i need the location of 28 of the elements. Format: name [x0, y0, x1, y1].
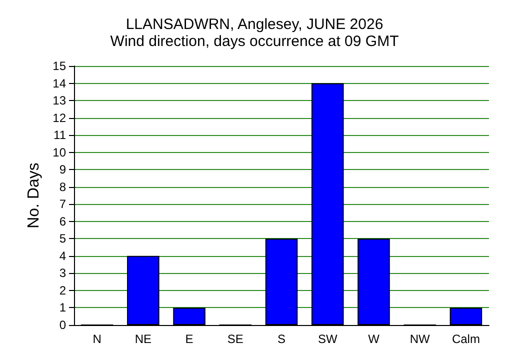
x-tick-label: S: [277, 332, 286, 346]
chart-title: LLANSADWRN, Anglesey, JUNE 2026: [126, 16, 384, 33]
y-tick-label: 5: [59, 232, 66, 246]
y-tick-label: 12: [52, 110, 66, 125]
x-tick-label: SW: [318, 332, 338, 346]
y-tick-label: 10: [52, 145, 66, 160]
x-tick-label: E: [185, 332, 194, 346]
y-tick-label: 7: [59, 197, 66, 212]
y-tick-label: 6: [59, 214, 66, 228]
y-tick-label: 4: [59, 248, 66, 263]
x-tick-label: NE: [134, 332, 152, 346]
x-tick-label: Calm: [452, 332, 480, 346]
y-tick-label: 11: [54, 128, 66, 142]
y-tick-label: 9: [59, 162, 66, 177]
y-tick-label: 2: [59, 283, 66, 298]
y-tick-label: 3: [59, 266, 66, 280]
y-tick-label: 8: [59, 180, 66, 194]
y-tick-label: 13: [52, 94, 66, 108]
y-tick-label: 1: [59, 300, 66, 315]
y-tick-label: 14: [52, 76, 66, 90]
y-axis-title: No. Days: [25, 162, 42, 228]
chart-subtitle: Wind direction, days occurrence at 09 GMT: [110, 33, 399, 50]
x-tick-label: W: [368, 332, 380, 346]
x-tick-label: N: [92, 332, 102, 346]
y-tick-label: 15: [52, 59, 66, 73]
x-tick-label: NW: [410, 332, 430, 346]
x-tick-label: SE: [227, 332, 244, 346]
y-tick-label: 0: [59, 318, 66, 332]
